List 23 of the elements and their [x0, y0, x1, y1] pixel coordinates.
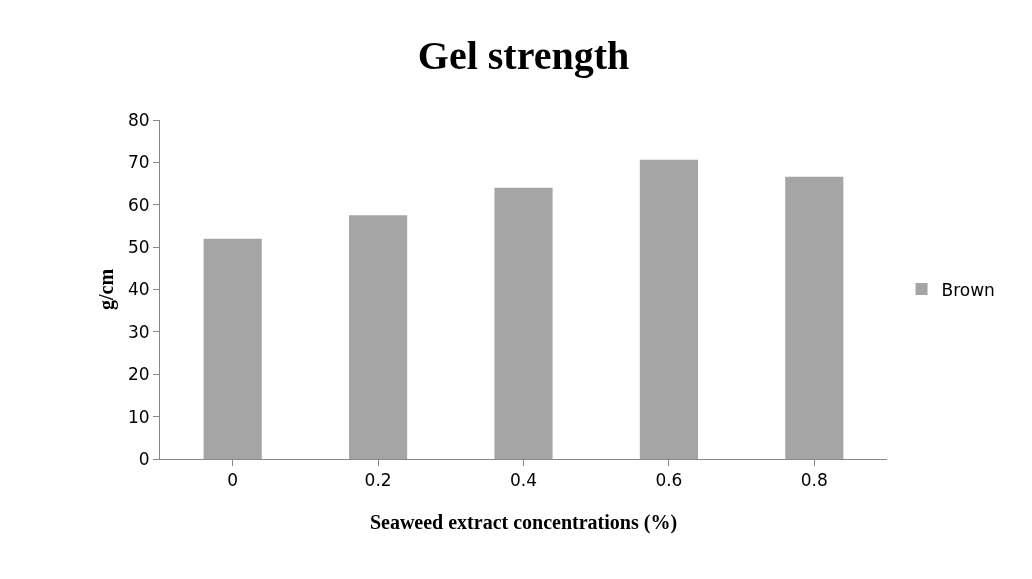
x-axis-title: Seaweed extract concentrations (%)	[369, 511, 678, 534]
bar	[639, 159, 698, 459]
legend-label: Brown	[941, 279, 995, 300]
bar	[785, 176, 844, 459]
chart-title: Gel strength	[417, 32, 630, 78]
y-tick-label: 30	[127, 321, 150, 342]
y-tick-label: 20	[127, 364, 150, 385]
y-tick-label: 50	[127, 237, 150, 258]
x-tick-label: 0	[227, 470, 239, 491]
y-axis-title: g/cm	[95, 268, 119, 311]
y-tick-label: 60	[127, 194, 150, 215]
bar	[494, 187, 553, 459]
x-tick-label: 0.2	[364, 470, 392, 491]
y-tick-label: 70	[127, 152, 150, 173]
bar	[203, 238, 262, 459]
y-tick-label: 10	[127, 406, 150, 427]
y-tick-label: 0	[138, 448, 150, 469]
y-tick-label: 80	[127, 109, 150, 130]
x-tick-label: 0.6	[655, 470, 683, 491]
bar	[349, 215, 408, 459]
x-tick-label: 0.8	[800, 470, 828, 491]
x-tick-label: 0.4	[509, 470, 538, 491]
y-tick-label: 40	[127, 279, 150, 300]
